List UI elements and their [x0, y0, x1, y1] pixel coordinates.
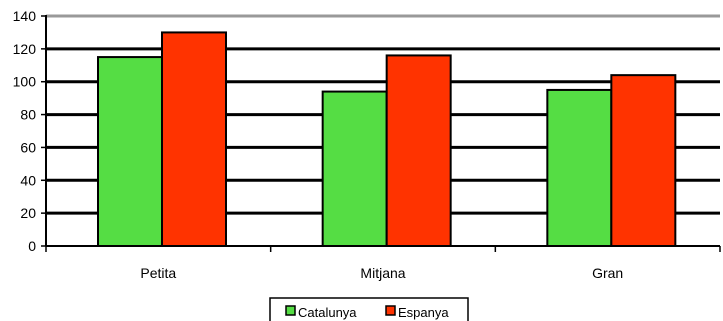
bar-catalunya-gran	[546, 88, 613, 247]
x-tick-labels: Petita Mitjana Gran	[140, 265, 623, 281]
y-tick-label: 0	[28, 238, 36, 254]
y-tick-label: 20	[20, 205, 36, 221]
legend-box	[269, 297, 469, 321]
bar-espanya-petita	[161, 31, 227, 247]
bar-catalunya-mitjana	[321, 90, 388, 247]
bars	[97, 31, 677, 248]
legend-swatch-catalunya	[285, 305, 296, 316]
legend-swatch-espanya	[385, 305, 396, 316]
bar-catalunya-petita	[97, 56, 163, 248]
legend: Catalunya Espanya	[269, 297, 469, 321]
axes	[41, 15, 721, 252]
y-tick-label: 80	[20, 107, 36, 123]
x-tick-label-petita: Petita	[140, 265, 176, 281]
y-tick-labels: 0 20 40 60 80 100 120 140	[13, 8, 37, 254]
bar-espanya-mitjana	[385, 54, 452, 247]
x-tick-label-gran: Gran	[592, 265, 623, 281]
x-tick-label-mitjana: Mitjana	[360, 265, 405, 281]
bar-espanya-gran	[610, 74, 677, 248]
legend-label-espanya: Espanya	[398, 305, 449, 320]
y-tick-label: 60	[20, 139, 36, 155]
y-tick-label: 100	[13, 74, 37, 90]
y-tick-label: 120	[13, 41, 37, 57]
legend-label-catalunya: Catalunya	[298, 305, 357, 320]
y-tick-label: 40	[20, 172, 36, 188]
y-tick-label: 140	[13, 8, 37, 24]
